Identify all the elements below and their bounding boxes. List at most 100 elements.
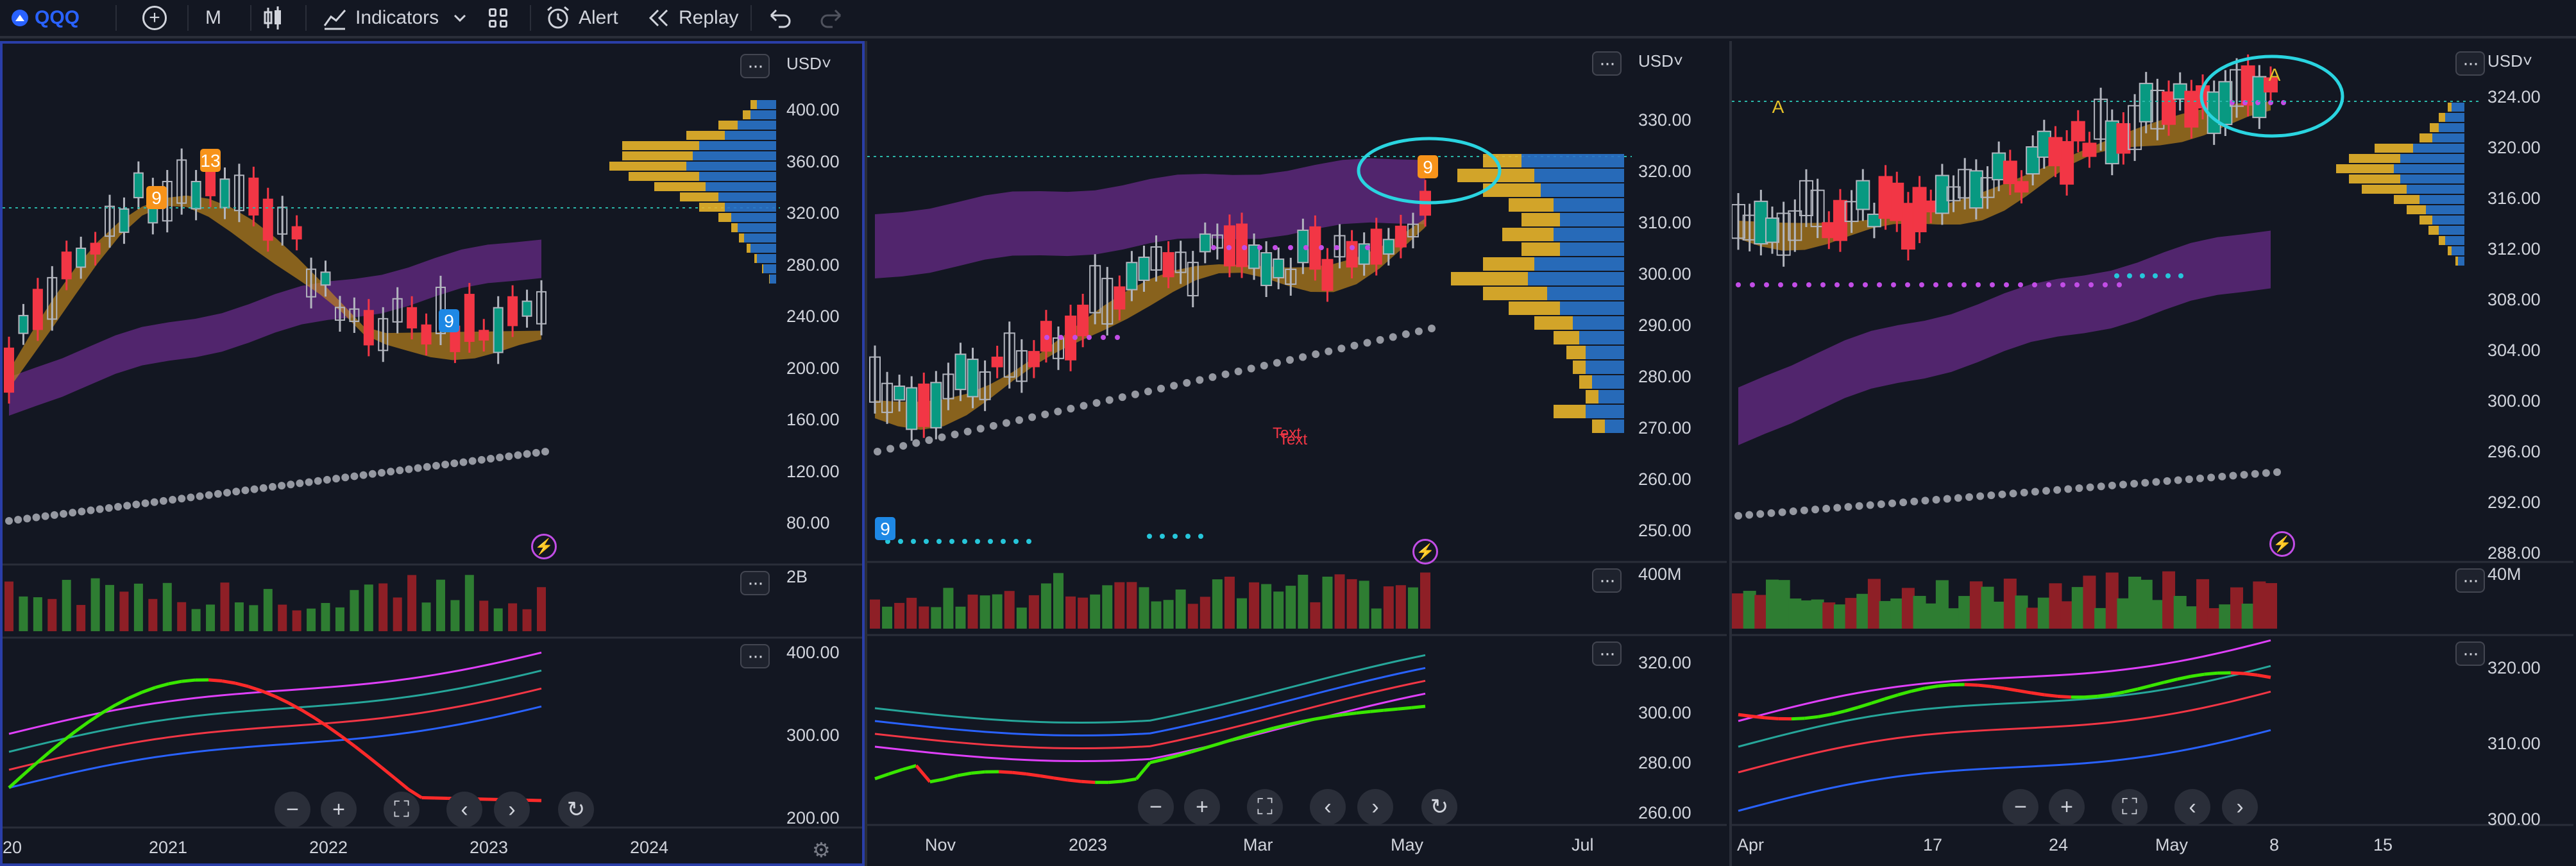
replay-button[interactable]: Replay xyxy=(647,0,738,36)
currency-selector[interactable]: USD˅ xyxy=(1638,51,1684,71)
price-axis-label: 312.00 xyxy=(2487,239,2541,259)
more-dots-icon[interactable]: ··· xyxy=(2455,641,2485,666)
time-axis-label: 24 xyxy=(2049,835,2069,854)
trend-dot xyxy=(2218,472,2226,480)
highlight-circle xyxy=(1357,137,1502,205)
volume-bar xyxy=(393,597,402,631)
volume-profile-bar-sell xyxy=(731,223,738,232)
trend-dot xyxy=(105,504,113,512)
volume-profile-bar-buy xyxy=(750,244,776,253)
zoom-out-icon[interactable]: − xyxy=(2003,789,2038,825)
chart-pane-1[interactable]: 9 13 9 USD˅ ··· ··· ··· ⚡ 400.00 360.00 320.… xyxy=(0,41,865,866)
volume-bar xyxy=(1879,600,1892,629)
level-dot xyxy=(2060,282,2065,287)
candle-body xyxy=(1844,201,1859,223)
oscillator-main-line xyxy=(1218,738,1233,745)
candle-body xyxy=(894,386,906,401)
oscillator-main-line xyxy=(2137,684,2151,691)
chevron-left-icon[interactable]: ‹ xyxy=(446,792,482,828)
more-dots-icon[interactable]: ··· xyxy=(740,54,770,78)
volume-bar xyxy=(62,579,71,631)
templates-dropdown[interactable] xyxy=(453,0,467,36)
oscillator-line xyxy=(1738,690,2271,774)
trend-dot xyxy=(1234,367,1242,375)
reset-icon[interactable]: ↻ xyxy=(1421,789,1457,825)
indicators-button[interactable]: Indicators xyxy=(322,0,439,36)
fullscreen-icon[interactable]: ⛶ xyxy=(384,792,419,828)
time-axis-label: 17 xyxy=(1923,835,1943,854)
chart-type-button[interactable] xyxy=(262,0,284,36)
interval-button[interactable]: M xyxy=(205,0,221,36)
zoom-out-icon[interactable]: − xyxy=(275,792,310,828)
fullscreen-icon[interactable]: ⛶ xyxy=(1247,789,1283,825)
volume-profile-bar-sell xyxy=(2455,257,2458,266)
volume-profile-bar-sell xyxy=(2407,205,2426,214)
more-dots-icon[interactable]: ··· xyxy=(2455,568,2485,593)
volume-profile-bar-sell xyxy=(739,233,744,242)
more-dots-icon[interactable]: ··· xyxy=(1592,51,1622,76)
reset-icon[interactable]: ↻ xyxy=(558,792,594,828)
more-dots-icon[interactable]: ··· xyxy=(740,644,770,668)
zoom-in-icon[interactable]: + xyxy=(2049,789,2085,825)
more-dots-icon[interactable]: ··· xyxy=(2455,51,2485,76)
level-dot xyxy=(911,539,916,544)
fullscreen-icon[interactable]: ⛶ xyxy=(2112,789,2148,825)
chevron-left-icon[interactable]: ‹ xyxy=(2174,789,2210,825)
pane-divider[interactable] xyxy=(1729,41,1732,866)
volume-bar xyxy=(1799,600,1813,629)
volume-bar xyxy=(2151,600,2164,629)
candle-body xyxy=(76,248,87,268)
compare-button[interactable]: + xyxy=(142,0,167,36)
currency-selector[interactable]: USD˅ xyxy=(786,54,832,73)
trend-dot xyxy=(1414,327,1423,335)
trend-dot xyxy=(912,439,920,447)
lightning-icon[interactable]: ⚡ xyxy=(531,534,557,559)
text-annotation[interactable]: Text xyxy=(1273,425,1301,442)
volume-profile-bar-buy xyxy=(1586,405,1624,418)
oscillator-main-line xyxy=(2257,673,2271,679)
pane-divider[interactable] xyxy=(865,41,867,866)
volume-profile-bar-sell xyxy=(2349,154,2400,163)
volume-bar xyxy=(870,599,880,629)
more-dots-icon[interactable]: ··· xyxy=(740,571,770,595)
gear-icon[interactable]: ⚙ xyxy=(812,838,831,862)
lightning-icon[interactable]: ⚡ xyxy=(2269,531,2295,557)
currency-selector[interactable]: USD˅ xyxy=(2487,51,2533,71)
trend-dot xyxy=(938,433,946,441)
more-dots-icon[interactable]: ··· xyxy=(1592,568,1622,593)
chevron-right-icon[interactable]: › xyxy=(494,792,530,828)
volume-bar xyxy=(2196,579,2210,629)
chevron-right-icon[interactable]: › xyxy=(2222,789,2258,825)
symbol-search[interactable]: QQQ xyxy=(12,0,80,36)
volume-profile-bar-sell xyxy=(1483,257,1534,271)
candle-body xyxy=(61,251,72,280)
level-dot xyxy=(1288,245,1293,250)
volume-bar xyxy=(1028,595,1039,629)
price-axis-label: 400.00 xyxy=(786,100,840,119)
volume-bar xyxy=(1298,574,1309,629)
candle-body xyxy=(967,359,979,398)
price-axis-label: 316.00 xyxy=(2487,189,2541,208)
trend-dot xyxy=(96,505,104,513)
chevron-right-icon[interactable]: › xyxy=(1357,789,1393,825)
layout-button[interactable] xyxy=(489,0,508,36)
volume-profile-bar-sell xyxy=(622,151,693,160)
lightning-icon[interactable]: ⚡ xyxy=(1412,539,1438,565)
oscillator-line xyxy=(874,654,1426,724)
zoom-in-icon[interactable]: + xyxy=(1184,789,1220,825)
redo-button[interactable] xyxy=(818,0,844,36)
chevron-left-icon[interactable]: ‹ xyxy=(1310,789,1346,825)
trend-dot xyxy=(523,450,531,458)
trend-dot xyxy=(114,503,123,511)
level-dot xyxy=(1334,245,1339,250)
zoom-in-icon[interactable]: + xyxy=(321,792,357,828)
text-annotation[interactable]: Text xyxy=(1279,431,1308,448)
oscillator-main-line xyxy=(394,777,410,791)
more-dots-icon[interactable]: ··· xyxy=(1592,641,1622,666)
alert-button[interactable]: Alert xyxy=(545,0,618,36)
volume-bar xyxy=(2207,608,2221,629)
zoom-out-icon[interactable]: − xyxy=(1138,789,1174,825)
undo-button[interactable] xyxy=(767,0,793,36)
